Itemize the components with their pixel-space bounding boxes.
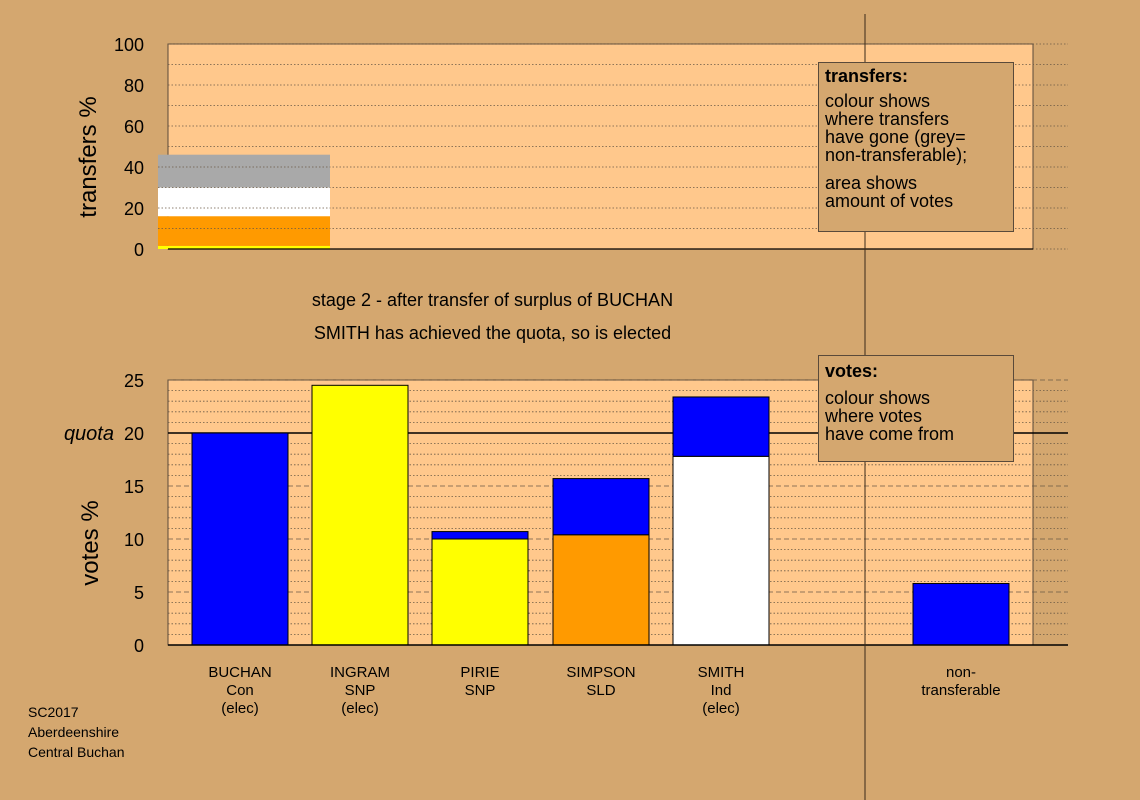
x-tick-label: SLD: [586, 682, 615, 699]
x-tick-label: non-: [946, 664, 976, 681]
transfers-y-axis-label: transfers %: [75, 96, 102, 217]
transfer-segment: [158, 216, 330, 246]
votes-legend-line: where votes: [825, 406, 923, 426]
x-tick-label: SMITH: [698, 664, 745, 681]
votes-legend-box: votes: colour shows where votes have com…: [818, 355, 1014, 462]
vote-bar-segment: [552, 478, 650, 536]
source-line: Aberdeenshire: [28, 724, 120, 740]
source-line: Central Buchan: [28, 744, 125, 760]
y-tick-label: 100: [114, 35, 144, 55]
x-tick-label: SIMPSON: [566, 664, 635, 681]
vote-bar-segment: [311, 384, 409, 646]
transfers-legend-line: non-transferable);: [825, 145, 968, 165]
vote-bar-segment: [552, 534, 650, 646]
transfers-legend-line: amount of votes: [825, 191, 954, 211]
x-tick-label: (elec): [702, 700, 740, 717]
transfers-legend-line: where transfers: [825, 109, 950, 129]
vote-bar-segment: [672, 396, 770, 457]
x-tick-label: SNP: [345, 682, 376, 699]
x-tick-label: Ind: [711, 682, 732, 699]
y-tick-label: 5: [134, 583, 144, 603]
votes-legend-line: colour shows: [825, 388, 931, 408]
y-tick-label: 80: [124, 76, 144, 96]
transfer-segment: [158, 187, 330, 217]
y-tick-label: 60: [124, 117, 144, 137]
votes-legend-line: have come from: [825, 424, 955, 444]
transfers-legend-line: area shows: [825, 173, 918, 193]
x-tick-label: SNP: [465, 682, 496, 699]
y-tick-label: 20: [124, 199, 144, 219]
vote-bar-segment: [672, 455, 770, 646]
y-tick-label: 20: [124, 424, 144, 444]
x-tick-label: INGRAM: [330, 664, 390, 681]
x-tick-label: transferable: [921, 682, 1000, 699]
vote-bar-segment: [431, 538, 529, 646]
x-tick-label: PIRIE: [460, 664, 499, 681]
source-label: SC2017 Aberdeenshire Central Buchan: [28, 702, 125, 762]
stage-caption: stage 2 - after transfer of surplus of B…: [311, 290, 674, 310]
x-tick-label: (elec): [341, 700, 379, 717]
status-caption: SMITH has achieved the quota, so is elec…: [313, 323, 672, 343]
y-tick-label: 10: [124, 530, 144, 550]
y-tick-label: 15: [124, 477, 144, 497]
y-tick-label: 0: [134, 636, 144, 656]
votes-y-axis-label: votes %: [77, 500, 104, 585]
y-tick-label: 25: [124, 371, 144, 391]
votes-legend-title: votes:: [825, 361, 879, 381]
transfer-segment: [158, 245, 330, 249]
transfer-segment: [158, 154, 330, 188]
x-tick-label: (elec): [221, 700, 259, 717]
transfers-legend-line: colour shows: [825, 91, 931, 111]
vote-bar-segment: [191, 432, 289, 646]
transfers-legend-line: have gone (grey=: [825, 127, 966, 147]
x-tick-label: Con: [226, 682, 254, 699]
transfers-legend-title: transfers:: [825, 66, 909, 86]
source-line: SC2017: [28, 704, 79, 720]
y-tick-label: 0: [134, 240, 144, 260]
y-tick-label: 40: [124, 158, 144, 178]
vote-bar-segment: [431, 531, 529, 540]
transfers-legend-box: transfers: colour shows where transfers …: [818, 62, 1014, 232]
vote-bar-segment: [912, 583, 1010, 646]
x-tick-label: BUCHAN: [208, 664, 271, 681]
quota-label: quota: [64, 423, 114, 445]
